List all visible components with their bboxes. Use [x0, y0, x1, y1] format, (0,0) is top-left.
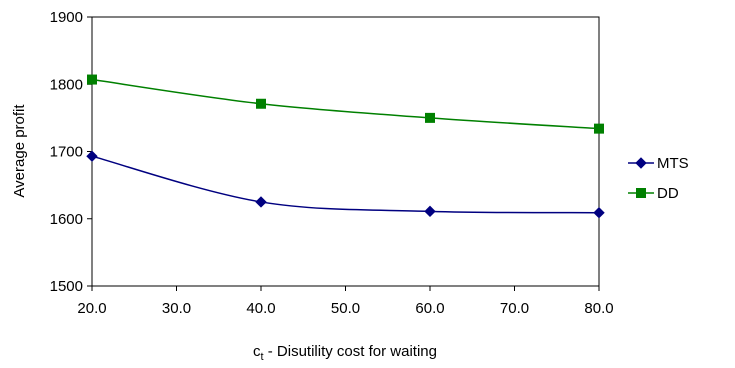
- data-point-mts: [593, 206, 605, 219]
- plot-area: [91, 16, 600, 287]
- y-axis-title: Average profit: [11, 104, 28, 198]
- series-mts: [86, 150, 605, 219]
- data-point-mts: [86, 150, 98, 162]
- x-axis-title: ct - Disutility cost for waiting: [253, 343, 437, 363]
- legend-label-mts: MTS: [657, 155, 689, 172]
- x-axis-title-rest: - Disutility cost for waiting: [264, 343, 437, 360]
- x-tick-label: 40.0: [246, 300, 275, 317]
- data-point-dd: [256, 98, 266, 109]
- series-line-mts: [91, 155, 600, 214]
- series-line-dd: [91, 78, 600, 130]
- y-tick-label: 1500: [50, 278, 83, 295]
- data-point-dd: [425, 112, 435, 123]
- data-point-dd: [87, 74, 97, 85]
- y-tick-label: 1600: [50, 211, 83, 228]
- series-dd: [87, 74, 604, 134]
- legend-item-dd: DD: [628, 185, 679, 202]
- legend: MTS DD: [628, 155, 689, 202]
- x-tick-label: 70.0: [500, 300, 529, 317]
- y-tick-label: 1900: [50, 9, 83, 26]
- x-axis: 20.0 30.0 40.0 50.0 60.0 70.0 80.0: [77, 286, 614, 317]
- data-point-mts: [424, 205, 436, 218]
- x-tick-label: 80.0: [584, 300, 613, 317]
- data-point-dd: [594, 123, 604, 134]
- x-axis-title-main: c: [253, 343, 261, 360]
- data-point-mts: [255, 196, 267, 208]
- y-axis: 1500 1600 1700 1800 1900: [50, 9, 92, 295]
- x-tick-label: 20.0: [77, 300, 106, 317]
- y-tick-label: 1700: [50, 144, 83, 161]
- x-tick-label: 60.0: [415, 300, 444, 317]
- series-layer: [86, 74, 605, 219]
- legend-label-dd: DD: [657, 185, 679, 202]
- legend-marker-dd: [636, 188, 646, 198]
- x-axis-title-subscript: t: [261, 351, 264, 363]
- legend-marker-mts: [635, 157, 647, 169]
- x-tick-label: 50.0: [331, 300, 360, 317]
- y-tick-label: 1800: [50, 76, 83, 93]
- legend-item-mts: MTS: [628, 155, 689, 172]
- x-tick-label: 30.0: [162, 300, 191, 317]
